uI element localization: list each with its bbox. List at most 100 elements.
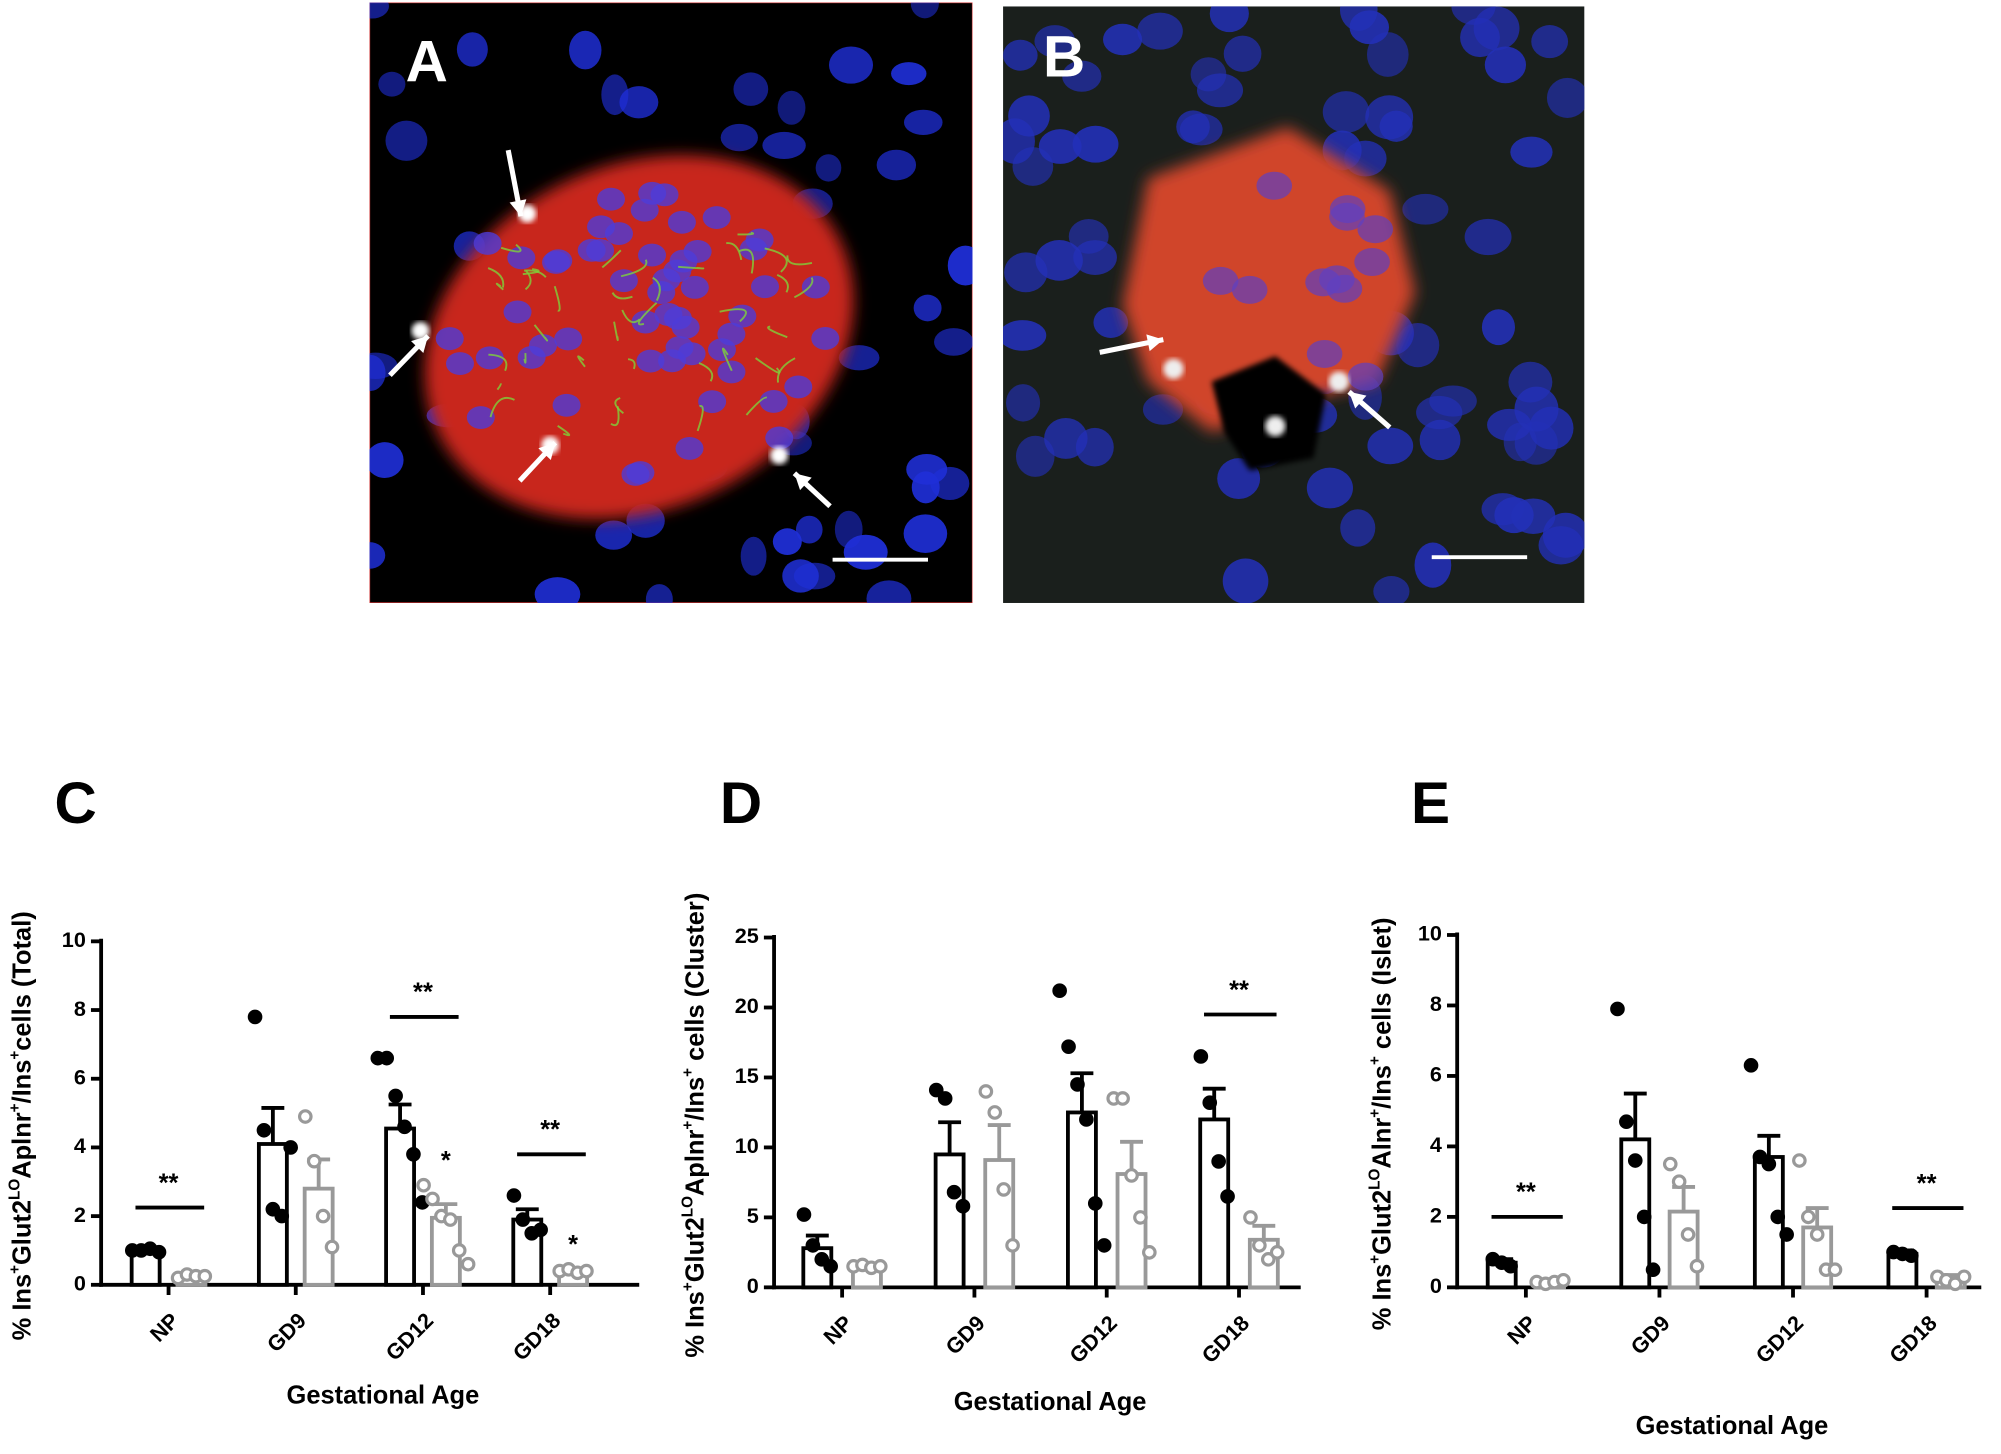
nucleus [1531, 25, 1569, 59]
membrane [524, 269, 547, 278]
data-point [1619, 1114, 1634, 1130]
panel-label: C [55, 771, 97, 836]
data-point [996, 1182, 1011, 1197]
y-axis-label-part: LO [6, 1179, 23, 1200]
data-point [1662, 1156, 1678, 1172]
nucleus [369, 2, 389, 19]
nucleus [765, 426, 794, 450]
y-axis-label: % Ins+Glut2LOAplnr+/Ins+ cells (Cluster) [679, 893, 709, 1358]
nucleus [542, 250, 571, 274]
nucleus [1510, 136, 1553, 168]
nucleus [1179, 113, 1223, 146]
y-axis-label-part: + [6, 1103, 23, 1112]
nucleus [1202, 266, 1239, 295]
nucleus [1196, 73, 1244, 108]
arrow-head [794, 473, 812, 491]
y-axis-label-part: LO [1366, 1169, 1383, 1190]
nucleus [1008, 95, 1050, 137]
data-point [1904, 1248, 1919, 1263]
nucleus [552, 393, 581, 417]
bar [983, 1158, 1016, 1290]
membrane [553, 285, 561, 312]
membrane [737, 231, 755, 236]
error-bar [1757, 1133, 1781, 1157]
nucleus [1354, 248, 1390, 277]
data-point [987, 1105, 1003, 1120]
data-point [805, 1238, 821, 1253]
arrow-head [1349, 391, 1367, 409]
significance: ** [1516, 1179, 1536, 1207]
nucleus [762, 131, 806, 160]
membrane [637, 302, 658, 326]
membrane [696, 405, 704, 432]
nucleus [866, 580, 912, 603]
y-tick-label: 10 [735, 1133, 759, 1158]
data-point [1193, 1049, 1209, 1064]
nucleus [1306, 467, 1353, 509]
nucleus [675, 436, 704, 460]
nucleus [1414, 542, 1452, 588]
error-bar [1623, 1091, 1647, 1140]
y-axis-label-part: cells (Islet) [1368, 918, 1396, 1057]
nucleus [1464, 218, 1512, 256]
x-tick-label: GD12 [381, 1308, 439, 1366]
nucleus [1093, 307, 1129, 338]
y-tick-label: 2 [74, 1202, 86, 1227]
nucleus [586, 238, 615, 262]
y-axis-label-part: + [6, 1051, 23, 1060]
data-point [406, 1146, 421, 1162]
x-axis-label: Gestational Age [1636, 1412, 1829, 1440]
x-tick-label: NP [145, 1308, 184, 1347]
membrane [776, 357, 796, 383]
nucleus [795, 515, 823, 544]
nucleus [1322, 91, 1370, 133]
y-axis-label-part: Glut2 [1368, 1190, 1396, 1255]
data-point [1220, 1189, 1235, 1204]
data-point [274, 1208, 290, 1224]
arrow-head [411, 335, 429, 354]
data-point [1645, 1262, 1661, 1278]
data-point [1947, 1276, 1963, 1292]
data-point [324, 1239, 340, 1255]
membrane [610, 406, 620, 427]
data-point [814, 1252, 830, 1267]
nucleus [680, 275, 709, 299]
data-point [1610, 1001, 1625, 1017]
nucleus [772, 528, 802, 555]
x-tick-label: GD12 [1751, 1310, 1809, 1368]
nucleus [947, 245, 973, 286]
nucleus [569, 30, 602, 70]
nucleus [1366, 32, 1409, 77]
y-tick-label: 4 [74, 1133, 86, 1158]
spot [1328, 371, 1350, 392]
y-tick-label: 8 [1430, 991, 1442, 1016]
data-point [1689, 1258, 1705, 1274]
nucleus [1503, 422, 1537, 462]
nucleus [801, 275, 830, 299]
bar [1198, 1117, 1231, 1290]
nucleus [1419, 419, 1461, 461]
x-tick-label: GD18 [1197, 1310, 1255, 1368]
nucleus [1035, 240, 1083, 281]
membrane [614, 397, 624, 415]
nucleus [554, 327, 583, 351]
lumen [1211, 356, 1327, 471]
membrane [755, 357, 781, 374]
y-tick-label: 15 [735, 1063, 759, 1088]
nucleus [1075, 427, 1114, 467]
nucleus [707, 338, 736, 362]
nucleus [910, 2, 939, 19]
nucleus [1329, 195, 1366, 224]
nucleus [811, 326, 840, 350]
nucleus [378, 71, 406, 97]
membrane [557, 425, 571, 437]
data-point [1115, 1091, 1130, 1106]
nucleus [1256, 171, 1293, 200]
nucleus [446, 352, 474, 376]
nucleus [1015, 435, 1055, 477]
membrane [698, 362, 714, 382]
x-tick-label: NP [818, 1310, 857, 1349]
nucleus [1209, 6, 1249, 33]
data-point [416, 1177, 431, 1193]
panel-label: E [1411, 771, 1450, 836]
